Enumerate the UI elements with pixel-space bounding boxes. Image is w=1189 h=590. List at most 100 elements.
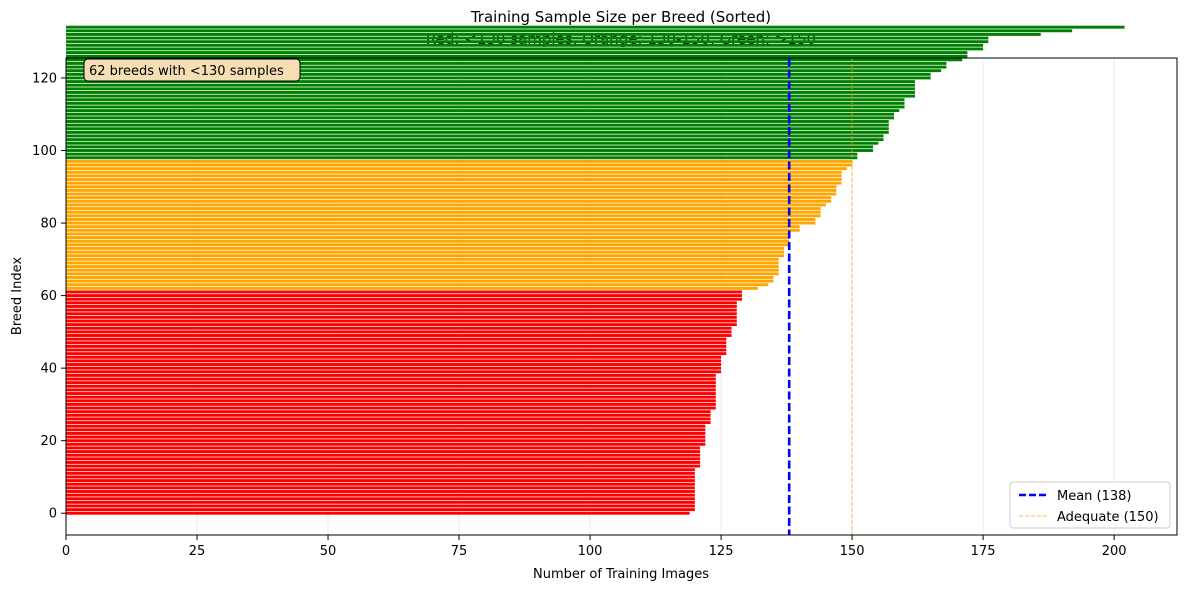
y-axis-label: Breed Index (10, 257, 25, 335)
bar-19 (66, 442, 706, 446)
legend-mean-label: Mean (138) (1057, 489, 1132, 504)
bar-34 (66, 388, 716, 392)
bar-48 (66, 337, 727, 341)
legend-adequate-label: Adequate (150) (1057, 510, 1159, 525)
bar-22 (66, 431, 706, 435)
bar-58 (66, 301, 737, 305)
bar-66 (66, 272, 779, 276)
bar-89 (66, 188, 837, 192)
bar-49 (66, 334, 732, 337)
bar-40 (66, 366, 722, 370)
y-tick-label-6: 120 (32, 71, 57, 86)
bar-55 (66, 312, 737, 316)
x-tick-label-6: 150 (840, 544, 865, 559)
bar-128 (66, 47, 984, 51)
bar-13 (66, 464, 701, 468)
y-tick-label-5: 100 (32, 144, 57, 159)
bar-116 (66, 91, 915, 94)
bar-134 (66, 25, 1125, 29)
bar-14 (66, 461, 701, 464)
bar-63 (66, 283, 769, 287)
bar-36 (66, 381, 716, 385)
bar-118 (66, 83, 915, 87)
bar-72 (66, 250, 784, 254)
bar-119 (66, 80, 915, 84)
bar-59 (66, 297, 743, 301)
bar-129 (66, 43, 984, 47)
x-tick-label-4: 100 (578, 544, 603, 559)
y-tick-label-0: 0 (49, 507, 57, 522)
bar-132 (66, 32, 1041, 36)
bar-92 (66, 178, 842, 181)
bar-91 (66, 181, 842, 185)
bar-111 (66, 109, 900, 113)
bar-87 (66, 196, 832, 200)
bar-37 (66, 377, 716, 381)
bar-25 (66, 421, 711, 425)
bar-133 (66, 29, 1073, 33)
bar-15 (66, 457, 701, 461)
bar-110 (66, 112, 895, 116)
x-tick-label-3: 75 (451, 544, 468, 559)
bar-96 (66, 163, 853, 167)
bar-99 (66, 152, 858, 156)
bar-124 (66, 61, 947, 65)
bar-38 (66, 373, 716, 377)
y-tick-label-1: 20 (40, 434, 57, 449)
annotation-background (83, 58, 301, 82)
bar-52 (66, 323, 737, 327)
bar-126 (66, 54, 968, 58)
bar-21 (66, 435, 706, 439)
bar-82 (66, 214, 821, 218)
bar-107 (66, 123, 889, 127)
bar-68 (66, 265, 779, 269)
bar-73 (66, 246, 784, 250)
bar-9 (66, 479, 695, 483)
bar-86 (66, 199, 832, 203)
bar-42 (66, 359, 722, 363)
bar-5 (66, 493, 695, 497)
annotation-box: 62 breeds with <130 samples (83, 58, 301, 82)
chart-title-line1: Training Sample Size per Breed (Sorted) (470, 8, 771, 26)
bar-11 (66, 471, 695, 475)
bar-10 (66, 475, 695, 479)
bar-32 (66, 395, 716, 399)
plot-frame (65, 57, 1178, 536)
x-tick-label-7: 175 (971, 544, 996, 559)
bar-53 (66, 319, 737, 323)
bar-94 (66, 170, 842, 174)
bar-101 (66, 145, 874, 149)
bar-93 (66, 174, 842, 178)
bar-64 (66, 279, 774, 283)
bar-95 (66, 167, 847, 171)
bar-8 (66, 482, 695, 486)
bar-46 (66, 344, 727, 348)
legend: Mean (138) Adequate (150) (1009, 481, 1171, 529)
bar-76 (66, 236, 790, 240)
bar-98 (66, 156, 858, 160)
y-axis-ticks: 0 20 40 60 80 100 120 (32, 71, 66, 522)
bar-61 (66, 290, 743, 294)
bar-17 (66, 450, 701, 454)
bar-131 (66, 36, 989, 40)
bar-106 (66, 127, 889, 131)
bar-114 (66, 98, 905, 102)
bar-57 (66, 305, 737, 308)
bar-27 (66, 413, 711, 417)
x-axis-ticks: 0 25 50 75 100 125 150 175 200 (62, 535, 1127, 559)
bar-108 (66, 120, 889, 123)
x-tick-label-8: 200 (1102, 544, 1127, 559)
bar-18 (66, 446, 701, 450)
bar-79 (66, 225, 800, 229)
x-tick-label-1: 25 (189, 544, 206, 559)
bar-2 (66, 504, 695, 508)
bar-127 (66, 51, 968, 55)
y-tick-label-4: 80 (40, 217, 57, 232)
reference-lines-layer (787, 58, 853, 535)
bar-115 (66, 94, 915, 98)
bar-33 (66, 392, 716, 395)
bar-123 (66, 65, 947, 69)
bar-47 (66, 341, 727, 345)
x-tick-label-5: 125 (709, 544, 734, 559)
bar-130 (66, 40, 989, 44)
